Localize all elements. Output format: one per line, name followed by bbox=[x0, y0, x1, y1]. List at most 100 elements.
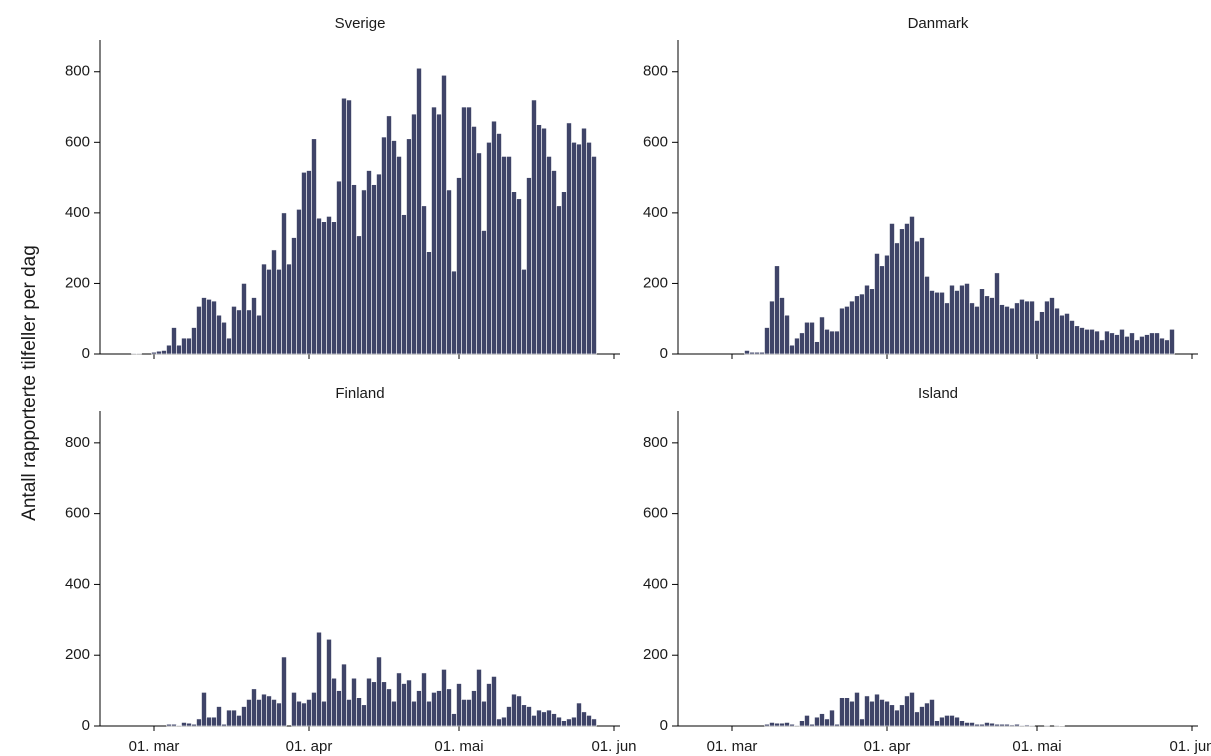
bar bbox=[1064, 313, 1070, 355]
bar bbox=[1114, 334, 1120, 355]
bar bbox=[899, 704, 905, 727]
bar bbox=[426, 251, 432, 355]
y-axis-label: Antall rapporterte tilfeller per dag bbox=[19, 245, 40, 521]
bar bbox=[276, 269, 282, 355]
bar bbox=[874, 693, 880, 727]
bar bbox=[486, 142, 492, 355]
bar bbox=[824, 718, 830, 727]
bar bbox=[321, 221, 327, 355]
bar bbox=[1149, 332, 1155, 355]
bar bbox=[814, 341, 820, 355]
bar bbox=[321, 700, 327, 727]
bar bbox=[451, 713, 457, 727]
x-tick-label: 01. mar bbox=[129, 738, 180, 755]
y-tick-label: 200 bbox=[643, 274, 668, 291]
bar bbox=[551, 170, 557, 355]
bar bbox=[576, 143, 582, 355]
bar bbox=[799, 332, 805, 355]
bar bbox=[361, 189, 367, 355]
bars bbox=[744, 216, 1175, 355]
bar bbox=[954, 716, 960, 727]
bar bbox=[351, 677, 357, 727]
bar bbox=[779, 297, 785, 355]
bar bbox=[526, 706, 532, 727]
bar bbox=[954, 290, 960, 355]
bar bbox=[496, 718, 502, 727]
bar bbox=[934, 720, 940, 727]
bar bbox=[1109, 332, 1115, 355]
bar bbox=[536, 124, 542, 355]
bar bbox=[809, 321, 815, 355]
bar bbox=[1034, 320, 1040, 355]
bar bbox=[779, 722, 785, 727]
y-tick-label: 200 bbox=[65, 274, 90, 291]
y-tick-label: 200 bbox=[65, 646, 90, 663]
bar bbox=[326, 216, 332, 355]
bar bbox=[1039, 311, 1045, 355]
bar bbox=[496, 133, 502, 355]
bar bbox=[471, 690, 477, 727]
bar bbox=[241, 706, 247, 727]
bar bbox=[959, 720, 965, 727]
y-tick-label: 0 bbox=[82, 345, 90, 362]
bar bbox=[914, 240, 920, 355]
bar bbox=[1099, 339, 1105, 355]
bar bbox=[964, 722, 970, 727]
bar bbox=[391, 140, 397, 355]
bar bbox=[171, 723, 177, 727]
y-tick-label: 600 bbox=[65, 505, 90, 522]
bar bbox=[271, 249, 277, 355]
bar bbox=[1139, 336, 1145, 355]
bar bbox=[999, 723, 1005, 727]
bar bbox=[984, 722, 990, 727]
bar bbox=[1014, 302, 1020, 355]
bar bbox=[476, 152, 482, 355]
bar bbox=[894, 242, 900, 355]
bar bbox=[994, 272, 1000, 355]
bar bbox=[744, 350, 750, 355]
bar bbox=[411, 113, 417, 355]
bar bbox=[854, 692, 860, 727]
bar bbox=[964, 283, 970, 355]
bar bbox=[794, 337, 800, 355]
bar bbox=[1054, 724, 1060, 727]
bar bbox=[331, 677, 337, 727]
bar bbox=[276, 702, 282, 727]
bar bbox=[784, 314, 790, 355]
bar bbox=[521, 704, 527, 727]
bar bbox=[431, 106, 437, 355]
bar bbox=[1019, 724, 1025, 727]
x-tick-label: 01. jun bbox=[591, 738, 636, 755]
bar bbox=[819, 713, 825, 727]
panel-title: Island bbox=[918, 385, 958, 402]
bar bbox=[884, 254, 890, 355]
bar bbox=[814, 716, 820, 727]
bar bbox=[391, 700, 397, 727]
bar bbox=[989, 722, 995, 727]
y-tick-label: 800 bbox=[65, 63, 90, 80]
bar bbox=[196, 306, 202, 355]
bar bbox=[501, 156, 507, 355]
bar bbox=[376, 173, 382, 355]
y-tick-label: 800 bbox=[65, 434, 90, 451]
bar bbox=[311, 138, 317, 355]
x-tick-label: 01. apr bbox=[286, 738, 333, 755]
bar bbox=[1134, 339, 1140, 355]
bar bbox=[296, 209, 302, 355]
bar bbox=[546, 156, 552, 355]
bar bbox=[754, 351, 760, 355]
bar bbox=[316, 217, 322, 355]
y-tick-label: 200 bbox=[643, 646, 668, 663]
bar bbox=[1074, 325, 1080, 355]
y-tick-label: 800 bbox=[643, 63, 668, 80]
bar bbox=[819, 316, 825, 355]
bar bbox=[236, 715, 242, 727]
bar bbox=[1124, 336, 1130, 355]
bar bbox=[311, 692, 317, 727]
bar bbox=[396, 156, 402, 355]
bar bbox=[1049, 297, 1055, 355]
bar bbox=[161, 350, 167, 355]
bar bbox=[451, 270, 457, 355]
bar bbox=[844, 697, 850, 727]
bar bbox=[361, 704, 367, 727]
